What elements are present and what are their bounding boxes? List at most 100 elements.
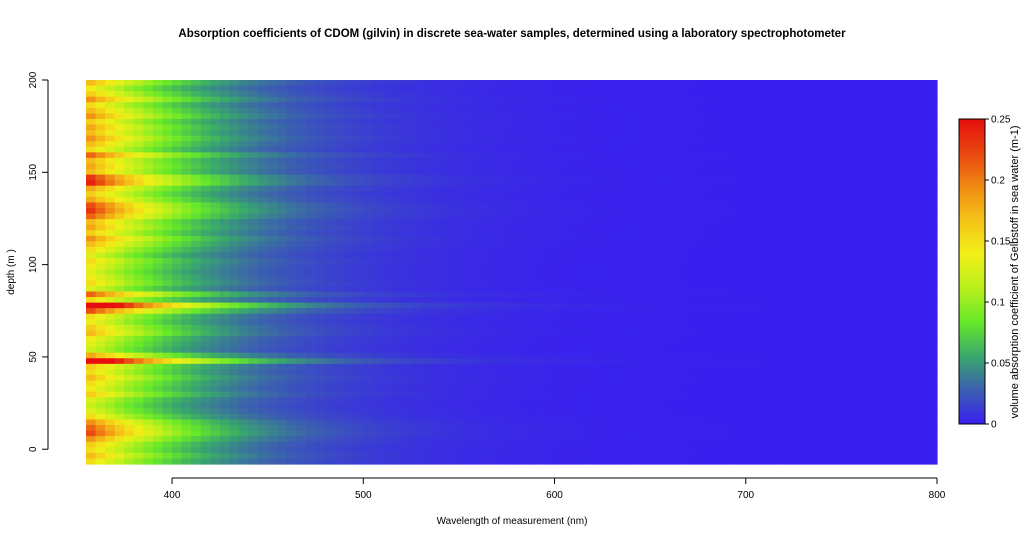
heatmap-cell xyxy=(564,291,575,298)
heatmap-cell xyxy=(841,130,852,137)
heatmap-cell xyxy=(248,224,259,231)
heatmap-cell xyxy=(803,135,814,142)
heatmap-cell xyxy=(831,297,842,304)
heatmap-cell xyxy=(133,369,144,376)
heatmap-cell xyxy=(822,141,833,148)
heatmap-cell xyxy=(344,107,355,114)
heatmap-cell xyxy=(831,308,842,315)
heatmap-cell xyxy=(564,319,575,326)
heatmap-cell xyxy=(621,96,632,103)
heatmap-cell xyxy=(544,224,556,231)
heatmap-cell xyxy=(745,191,756,198)
heatmap-cell xyxy=(439,135,450,142)
heatmap-cell xyxy=(564,107,575,114)
heatmap-cell xyxy=(621,152,632,159)
heatmap-cell xyxy=(95,352,106,359)
heatmap-cell xyxy=(86,208,97,215)
heatmap-cell xyxy=(717,146,728,153)
heatmap-cell xyxy=(669,135,680,142)
heatmap-cell xyxy=(296,202,307,209)
heatmap-cell xyxy=(745,352,756,359)
heatmap-cell xyxy=(439,118,450,126)
heatmap-cell xyxy=(439,358,450,365)
heatmap-cell xyxy=(697,347,709,354)
heatmap-cell xyxy=(611,297,623,304)
heatmap-cell xyxy=(305,85,317,92)
heatmap-cell xyxy=(621,130,632,137)
heatmap-cell xyxy=(468,252,479,259)
heatmap-cell xyxy=(908,124,919,131)
heatmap-cell xyxy=(497,374,508,382)
heatmap-cell xyxy=(726,124,737,131)
heatmap-cell xyxy=(95,96,106,103)
heatmap-cell xyxy=(927,291,938,298)
heatmap-cell xyxy=(191,252,202,259)
heatmap-cell xyxy=(650,191,661,198)
heatmap-cell xyxy=(659,308,670,315)
heatmap-cell xyxy=(631,174,642,181)
heatmap-cell xyxy=(248,96,259,103)
heatmap-cell xyxy=(736,363,747,370)
heatmap-cell xyxy=(850,319,862,326)
heatmap-cell xyxy=(277,185,288,192)
heatmap-cell xyxy=(210,180,221,187)
heatmap-cell xyxy=(688,308,699,315)
heatmap-cell xyxy=(592,91,603,98)
heatmap-cell xyxy=(344,219,355,226)
heatmap-cell xyxy=(449,274,460,281)
heatmap-cell xyxy=(631,285,642,293)
heatmap-cell xyxy=(631,169,642,176)
heatmap-cell xyxy=(564,219,575,226)
heatmap-cell xyxy=(908,280,919,287)
heatmap-cell xyxy=(784,130,795,137)
heatmap-cell xyxy=(152,202,164,209)
depth-band xyxy=(86,135,938,142)
heatmap-cell xyxy=(803,291,814,298)
heatmap-cell xyxy=(420,202,431,209)
heatmap-cell xyxy=(238,246,250,254)
heatmap-cell xyxy=(611,280,623,287)
heatmap-cell xyxy=(458,347,470,354)
heatmap-cell xyxy=(908,246,919,254)
heatmap-cell xyxy=(860,319,871,326)
heatmap-cell xyxy=(717,113,728,120)
heatmap-cell xyxy=(105,146,116,153)
heatmap-cell xyxy=(583,152,594,159)
heatmap-cell xyxy=(162,219,173,226)
heatmap-cell xyxy=(535,274,546,281)
heatmap-cell xyxy=(726,297,737,304)
heatmap-cell xyxy=(917,169,929,176)
heatmap-cell xyxy=(764,124,776,131)
heatmap-cell xyxy=(191,274,202,281)
heatmap-cell xyxy=(927,341,938,348)
heatmap-cell xyxy=(870,157,881,165)
heatmap-cell xyxy=(181,235,192,242)
heatmap-cell xyxy=(172,130,183,137)
heatmap-cell xyxy=(535,102,546,109)
heatmap-cell xyxy=(688,180,699,187)
heatmap-cell xyxy=(506,274,517,281)
heatmap-cell xyxy=(267,202,278,209)
heatmap-cell xyxy=(449,297,460,304)
heatmap-cell xyxy=(898,374,909,382)
heatmap-cell xyxy=(124,374,135,382)
heatmap-cell xyxy=(602,252,613,259)
heatmap-cell xyxy=(286,208,297,215)
heatmap-cell xyxy=(248,91,259,98)
heatmap-cell xyxy=(688,274,699,281)
heatmap-cell xyxy=(850,336,862,343)
heatmap-cell xyxy=(755,319,766,326)
heatmap-cell xyxy=(229,263,240,270)
heatmap-cell xyxy=(774,152,785,159)
heatmap-cell xyxy=(554,241,565,248)
heatmap-cell xyxy=(583,180,594,187)
heatmap-cell xyxy=(736,135,747,142)
heatmap-cell xyxy=(850,219,862,226)
heatmap-cell xyxy=(602,246,613,254)
heatmap-cell xyxy=(889,369,900,376)
heatmap-cell xyxy=(143,302,154,309)
heatmap-cell xyxy=(258,202,269,209)
heatmap-cell xyxy=(879,174,890,181)
heatmap-cell xyxy=(755,191,766,198)
heatmap-cell xyxy=(640,285,651,293)
